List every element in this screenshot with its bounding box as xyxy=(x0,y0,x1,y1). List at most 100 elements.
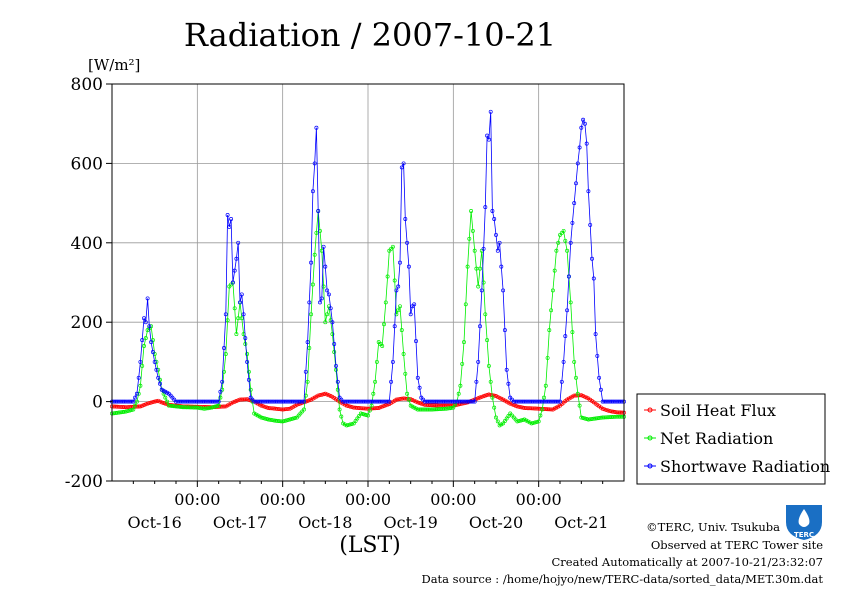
data-point xyxy=(293,416,298,420)
data-point xyxy=(394,397,399,402)
data-point xyxy=(563,334,568,339)
data-point xyxy=(174,399,178,404)
data-point xyxy=(403,396,408,401)
data-point xyxy=(499,264,504,269)
data-point xyxy=(390,244,395,249)
data-point xyxy=(170,404,175,408)
data-point xyxy=(346,422,351,427)
data-point xyxy=(140,338,145,343)
data-point xyxy=(584,141,589,146)
data-point xyxy=(460,361,465,366)
data-point xyxy=(380,399,385,404)
data-point xyxy=(319,296,324,301)
data-point xyxy=(517,399,522,404)
data-point xyxy=(362,412,367,417)
y-axis-unit: [W/m²] xyxy=(88,56,140,74)
data-point xyxy=(241,312,246,317)
legend-label: Net Radiation xyxy=(660,429,773,448)
data-point xyxy=(406,397,411,402)
data-point xyxy=(504,367,509,372)
data-point xyxy=(149,400,154,405)
data-point xyxy=(268,417,273,422)
data-point xyxy=(547,328,552,333)
data-point xyxy=(520,405,525,410)
data-point xyxy=(435,403,440,408)
data-point xyxy=(227,224,232,229)
data-point xyxy=(479,288,484,293)
data-point xyxy=(246,377,251,382)
data-point xyxy=(609,409,614,414)
data-point xyxy=(124,409,129,414)
data-point xyxy=(458,399,463,404)
data-point xyxy=(332,342,337,346)
data-point xyxy=(321,244,326,249)
data-point xyxy=(355,399,360,404)
data-point xyxy=(581,117,586,122)
data-point xyxy=(606,399,610,404)
data-point xyxy=(600,406,605,411)
data-point xyxy=(494,232,498,237)
y-tick-label: 800 xyxy=(71,75,103,95)
data-point xyxy=(259,403,264,408)
data-point xyxy=(533,399,538,404)
data-point xyxy=(485,338,490,343)
data-point xyxy=(371,391,376,396)
data-point xyxy=(248,387,253,392)
data-point xyxy=(586,189,591,194)
data-point xyxy=(223,312,228,317)
data-point xyxy=(209,405,214,410)
data-point xyxy=(485,393,490,397)
data-point xyxy=(430,407,434,412)
data-point xyxy=(154,367,159,372)
data-point xyxy=(362,399,367,404)
data-point xyxy=(270,406,274,411)
data-point xyxy=(309,260,314,265)
data-point xyxy=(207,405,212,410)
data-point xyxy=(136,375,141,380)
data-point xyxy=(565,248,570,253)
data-point xyxy=(174,404,178,409)
data-point xyxy=(341,399,346,404)
data-point xyxy=(417,385,422,390)
data-point xyxy=(323,391,328,396)
data-point xyxy=(474,379,479,384)
data-point xyxy=(547,407,552,412)
data-point xyxy=(335,387,340,392)
data-point xyxy=(373,379,378,384)
data-point xyxy=(579,125,584,130)
data-point xyxy=(197,399,202,404)
data-point xyxy=(577,403,582,408)
data-point xyxy=(318,393,322,398)
data-point xyxy=(595,353,600,358)
data-point xyxy=(293,399,298,404)
data-point xyxy=(316,209,321,213)
x-day-label: Oct-18 xyxy=(298,513,352,532)
data-point xyxy=(165,399,170,404)
footer-source: Data source : /home/hojyo/new/TERC-data/… xyxy=(421,572,823,586)
data-point xyxy=(355,405,360,410)
y-axis-ticks: 800 600 400 200 0 -200 xyxy=(65,75,112,492)
data-point xyxy=(266,399,271,404)
data-point xyxy=(344,423,349,428)
data-point xyxy=(113,411,118,415)
data-point xyxy=(476,284,481,289)
data-point xyxy=(396,308,401,313)
data-point xyxy=(446,403,450,408)
data-point xyxy=(262,404,267,409)
data-point xyxy=(403,371,408,376)
data-point xyxy=(152,359,157,364)
data-point xyxy=(172,404,177,409)
data-point xyxy=(575,161,580,166)
data-point xyxy=(335,379,340,384)
data-point xyxy=(325,392,330,397)
data-point xyxy=(476,396,481,401)
data-point xyxy=(570,330,575,335)
data-point xyxy=(239,292,244,297)
data-point xyxy=(412,302,417,307)
y-tick-label: 400 xyxy=(71,234,103,254)
data-point xyxy=(421,407,426,412)
data-point xyxy=(385,274,390,279)
data-point xyxy=(524,399,529,404)
data-point xyxy=(501,288,506,293)
